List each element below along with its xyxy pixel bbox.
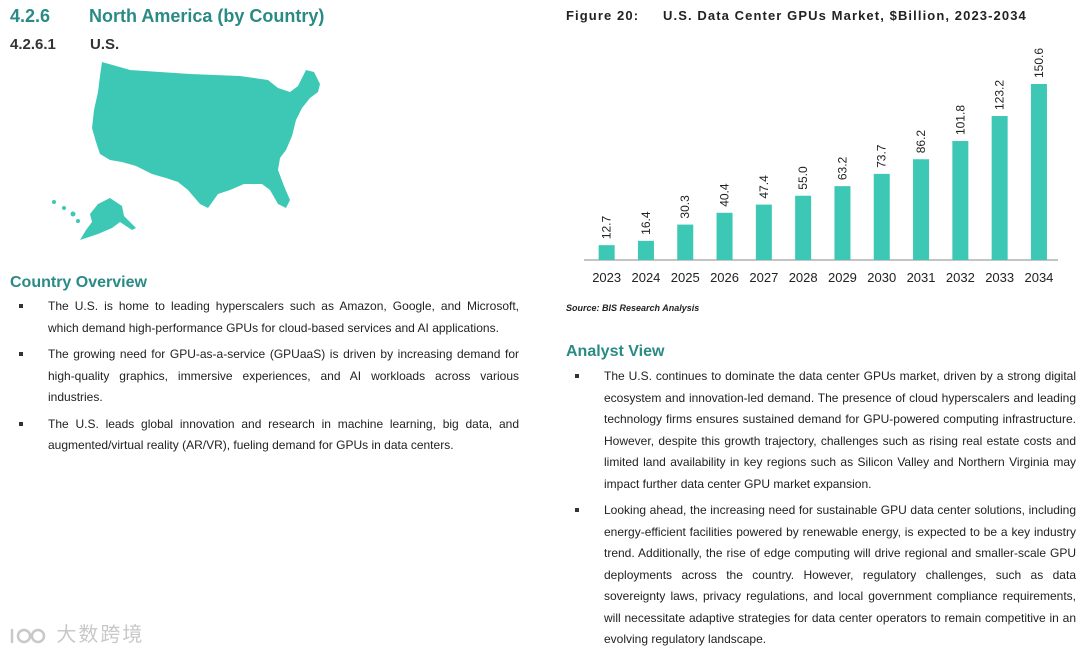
x-tick-label: 2034 xyxy=(1024,270,1053,285)
x-tick-label: 2032 xyxy=(946,270,975,285)
data-label: 150.6 xyxy=(1032,48,1046,78)
x-tick-label: 2029 xyxy=(828,270,857,285)
bar-2024 xyxy=(637,240,654,260)
bar-2028 xyxy=(795,195,812,260)
bullet-marker xyxy=(19,304,23,308)
list-item: The U.S. leads global innovation and res… xyxy=(10,414,519,457)
figure-source: Source: BIS Research Analysis xyxy=(566,303,700,313)
bar-2031 xyxy=(913,159,930,260)
subsection-title: U.S. xyxy=(90,36,120,53)
watermark-text: 大数跨境 xyxy=(56,622,145,646)
list-item: The U.S. continues to dominate the data … xyxy=(566,366,1076,495)
data-label: 55.0 xyxy=(796,166,810,190)
data-label: 123.2 xyxy=(993,80,1007,110)
figure-caption: Figure 20: U.S. Data Center GPUs Market, … xyxy=(566,8,1027,23)
bar-2027 xyxy=(755,204,772,260)
country-overview-title: Country Overview xyxy=(10,274,147,291)
list-item: The growing need for GPU-as-a-service (G… xyxy=(10,344,519,409)
bullet-marker xyxy=(575,508,579,512)
bar-chart: 12.7 2023 16.4 2024 30.3 2025 40.4 2026 47.4 2027… xyxy=(584,48,1058,285)
list-item: Looking ahead, the increasing need for s… xyxy=(566,500,1076,651)
bar-2034 xyxy=(1030,84,1047,260)
data-label: 63.2 xyxy=(835,156,849,180)
analyst-view-list: The U.S. continues to dominate the data … xyxy=(566,366,1076,656)
bar-2023 xyxy=(598,245,615,260)
section-number: 4.2.6 xyxy=(10,6,51,26)
list-item: The U.S. is home to leading hyperscalers… xyxy=(10,296,519,339)
x-tick-label: 2027 xyxy=(749,270,778,285)
x-tick-label: 2023 xyxy=(592,270,621,285)
x-tick-label: 2030 xyxy=(867,270,896,285)
data-label: 86.2 xyxy=(914,130,928,154)
x-tick-label: 2024 xyxy=(631,270,660,285)
data-label: 73.7 xyxy=(875,144,889,168)
data-label: 40.4 xyxy=(718,183,732,207)
country-overview-list: The U.S. is home to leading hyperscalers… xyxy=(10,296,519,462)
data-label: 30.3 xyxy=(678,195,692,219)
us-map-icon xyxy=(52,62,320,240)
figure-title: U.S. Data Center GPUs Market, $Billion, … xyxy=(663,8,1027,23)
section-heading: 4.2.6 North America (by Country) xyxy=(10,6,324,27)
bar-2033 xyxy=(991,116,1008,261)
x-tick-label: 2026 xyxy=(710,270,739,285)
figure-label: Figure 20: xyxy=(566,8,640,23)
section-title: North America (by Country) xyxy=(89,6,325,26)
bar-2026 xyxy=(716,212,733,260)
data-label: 101.8 xyxy=(953,105,967,135)
bullet-marker xyxy=(575,374,579,378)
x-tick-label: 2033 xyxy=(985,270,1014,285)
bar-2029 xyxy=(834,186,851,260)
subsection-heading: 4.2.6.1 U.S. xyxy=(10,36,119,53)
brand-logo-icon xyxy=(10,628,46,643)
x-tick-label: 2025 xyxy=(671,270,700,285)
bar-2032 xyxy=(952,141,969,260)
x-tick-label: 2031 xyxy=(907,270,936,285)
bullet-marker xyxy=(19,352,23,356)
subsection-number: 4.2.6.1 xyxy=(10,36,56,53)
data-label: 47.4 xyxy=(757,175,771,199)
watermark: 大数跨境 xyxy=(8,618,144,647)
data-label: 12.7 xyxy=(600,215,614,239)
analyst-view-title: Analyst View xyxy=(566,343,665,360)
bullet-marker xyxy=(19,421,23,426)
data-label: 16.4 xyxy=(639,211,653,235)
bar-2025 xyxy=(677,224,694,260)
x-tick-label: 2028 xyxy=(789,270,818,285)
bar-2030 xyxy=(873,173,890,260)
